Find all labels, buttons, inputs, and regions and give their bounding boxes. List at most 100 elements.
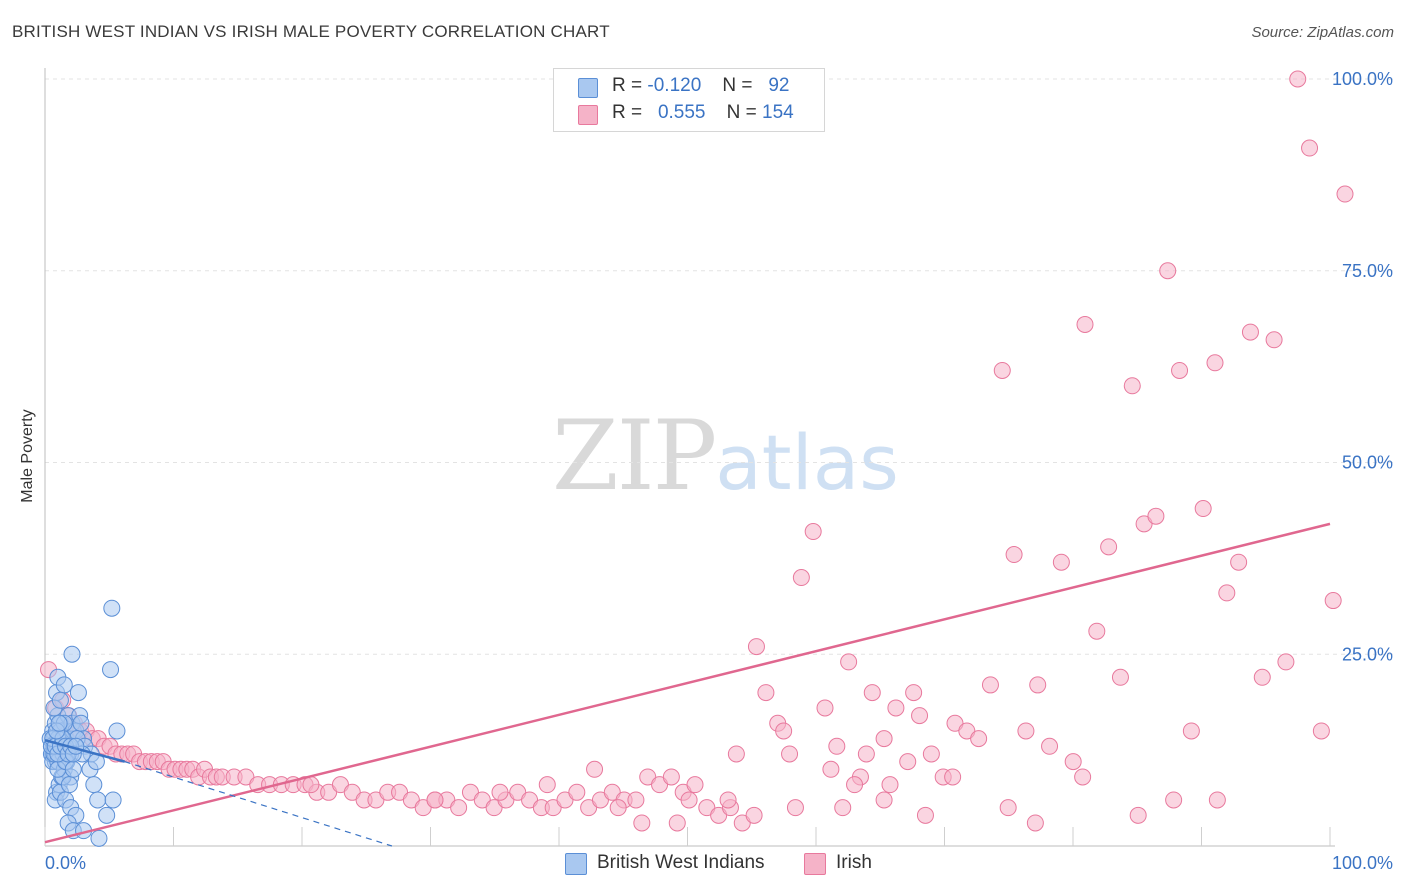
data-point-british-west-indian: [89, 791, 107, 809]
data-point-irish: [609, 799, 627, 817]
data-point-british-west-indian: [51, 691, 69, 709]
legend-n-value: 92: [768, 75, 790, 96]
data-point-irish: [402, 791, 420, 809]
data-point-irish: [639, 768, 657, 786]
data-point-british-west-indian: [60, 776, 78, 794]
data-point-irish: [450, 799, 468, 817]
data-point-irish: [1123, 377, 1141, 395]
data-point-irish: [1147, 507, 1165, 525]
data-point-irish: [1182, 722, 1200, 740]
data-point-british-west-indian: [69, 684, 87, 702]
chart-title: BRITISH WEST INDIAN VS IRISH MALE POVERT…: [12, 22, 610, 41]
data-point-irish: [1074, 768, 1092, 786]
data-point-irish: [586, 760, 604, 778]
data-point-irish: [509, 783, 527, 801]
data-point-irish: [911, 707, 929, 725]
trend-line-british-west-indians: [44, 738, 125, 763]
data-point-irish: [804, 523, 822, 541]
legend-swatch-blue: [578, 78, 598, 98]
data-point-irish: [1277, 653, 1295, 671]
data-point-irish: [887, 699, 905, 717]
data-point-irish: [580, 799, 598, 817]
data-point-british-west-indian: [103, 599, 121, 617]
data-point-irish: [816, 699, 834, 717]
data-point-irish: [840, 653, 858, 671]
trend-line-irish: [44, 522, 1331, 844]
data-point-irish: [680, 791, 698, 809]
data-point-british-west-indian: [108, 722, 126, 740]
legend-r-value: -0.120: [647, 75, 702, 96]
data-point-irish: [556, 791, 574, 809]
data-point-irish: [792, 569, 810, 587]
data-point-irish: [786, 799, 804, 817]
data-point-irish: [970, 730, 988, 748]
data-point-irish: [881, 776, 899, 794]
data-point-irish: [946, 714, 964, 732]
legend-swatch-blue: [565, 853, 587, 875]
data-point-irish: [719, 791, 737, 809]
data-point-british-west-indian: [72, 714, 90, 732]
data-point-irish: [875, 730, 893, 748]
data-point-irish: [822, 760, 840, 778]
data-point-irish: [1171, 361, 1189, 379]
data-point-irish: [944, 768, 962, 786]
data-point-irish: [538, 776, 556, 794]
data-point-irish: [775, 722, 793, 740]
data-point-irish: [1052, 553, 1070, 571]
data-point-irish: [875, 791, 893, 809]
trend-line-extension: [124, 761, 393, 847]
watermark-zip: ZIP: [552, 400, 717, 512]
data-point-irish: [1129, 806, 1147, 824]
y-tick-label: 25.0%: [1342, 644, 1393, 664]
data-point-irish: [668, 814, 686, 832]
data-point-irish: [633, 814, 651, 832]
data-point-irish: [1241, 323, 1259, 341]
legend-n-label: N =: [726, 102, 757, 123]
data-point-irish: [899, 753, 917, 771]
data-point-irish: [1218, 584, 1236, 602]
data-point-irish: [302, 776, 320, 794]
y-tick-label: 100.0%: [1332, 69, 1393, 89]
data-point-irish: [544, 799, 562, 817]
data-point-irish: [1336, 185, 1354, 203]
data-point-irish: [999, 799, 1017, 817]
data-point-british-west-indian: [90, 829, 108, 847]
x-tick-label: 100.0%: [1332, 853, 1393, 873]
data-point-british-west-indian: [50, 714, 68, 732]
data-point-irish: [1135, 515, 1153, 533]
legend-label: British West Indians: [597, 852, 765, 873]
data-point-irish: [1165, 791, 1183, 809]
data-point-irish: [414, 799, 432, 817]
legend-swatch-pink: [804, 853, 826, 875]
data-point-irish: [698, 799, 716, 817]
data-point-irish: [1005, 546, 1023, 564]
legend-n-label: N =: [722, 75, 753, 96]
data-point-irish: [627, 791, 645, 809]
data-point-irish: [237, 768, 255, 786]
data-point-irish: [1041, 737, 1059, 755]
data-point-irish: [745, 806, 763, 824]
data-point-irish: [1159, 262, 1177, 280]
data-point-irish: [993, 361, 1011, 379]
data-point-british-west-indian: [55, 676, 73, 694]
data-point-irish: [1088, 622, 1106, 640]
data-point-irish: [781, 745, 799, 763]
data-point-british-west-indian: [85, 776, 103, 794]
data-point-irish: [391, 783, 409, 801]
data-point-irish: [568, 783, 586, 801]
data-point-irish: [857, 745, 875, 763]
data-point-irish: [491, 783, 509, 801]
data-point-irish: [710, 806, 728, 824]
data-point-irish: [922, 745, 940, 763]
data-point-irish: [320, 783, 338, 801]
source-credit[interactable]: Source: ZipAtlas.com: [1251, 24, 1394, 41]
data-point-irish: [733, 814, 751, 832]
data-point-irish: [331, 776, 349, 794]
data-point-irish: [603, 783, 621, 801]
data-point-irish: [651, 776, 669, 794]
data-point-irish: [828, 737, 846, 755]
data-point-irish: [473, 791, 491, 809]
data-point-irish: [905, 684, 923, 702]
data-point-irish: [367, 791, 385, 809]
data-point-irish: [958, 722, 976, 740]
